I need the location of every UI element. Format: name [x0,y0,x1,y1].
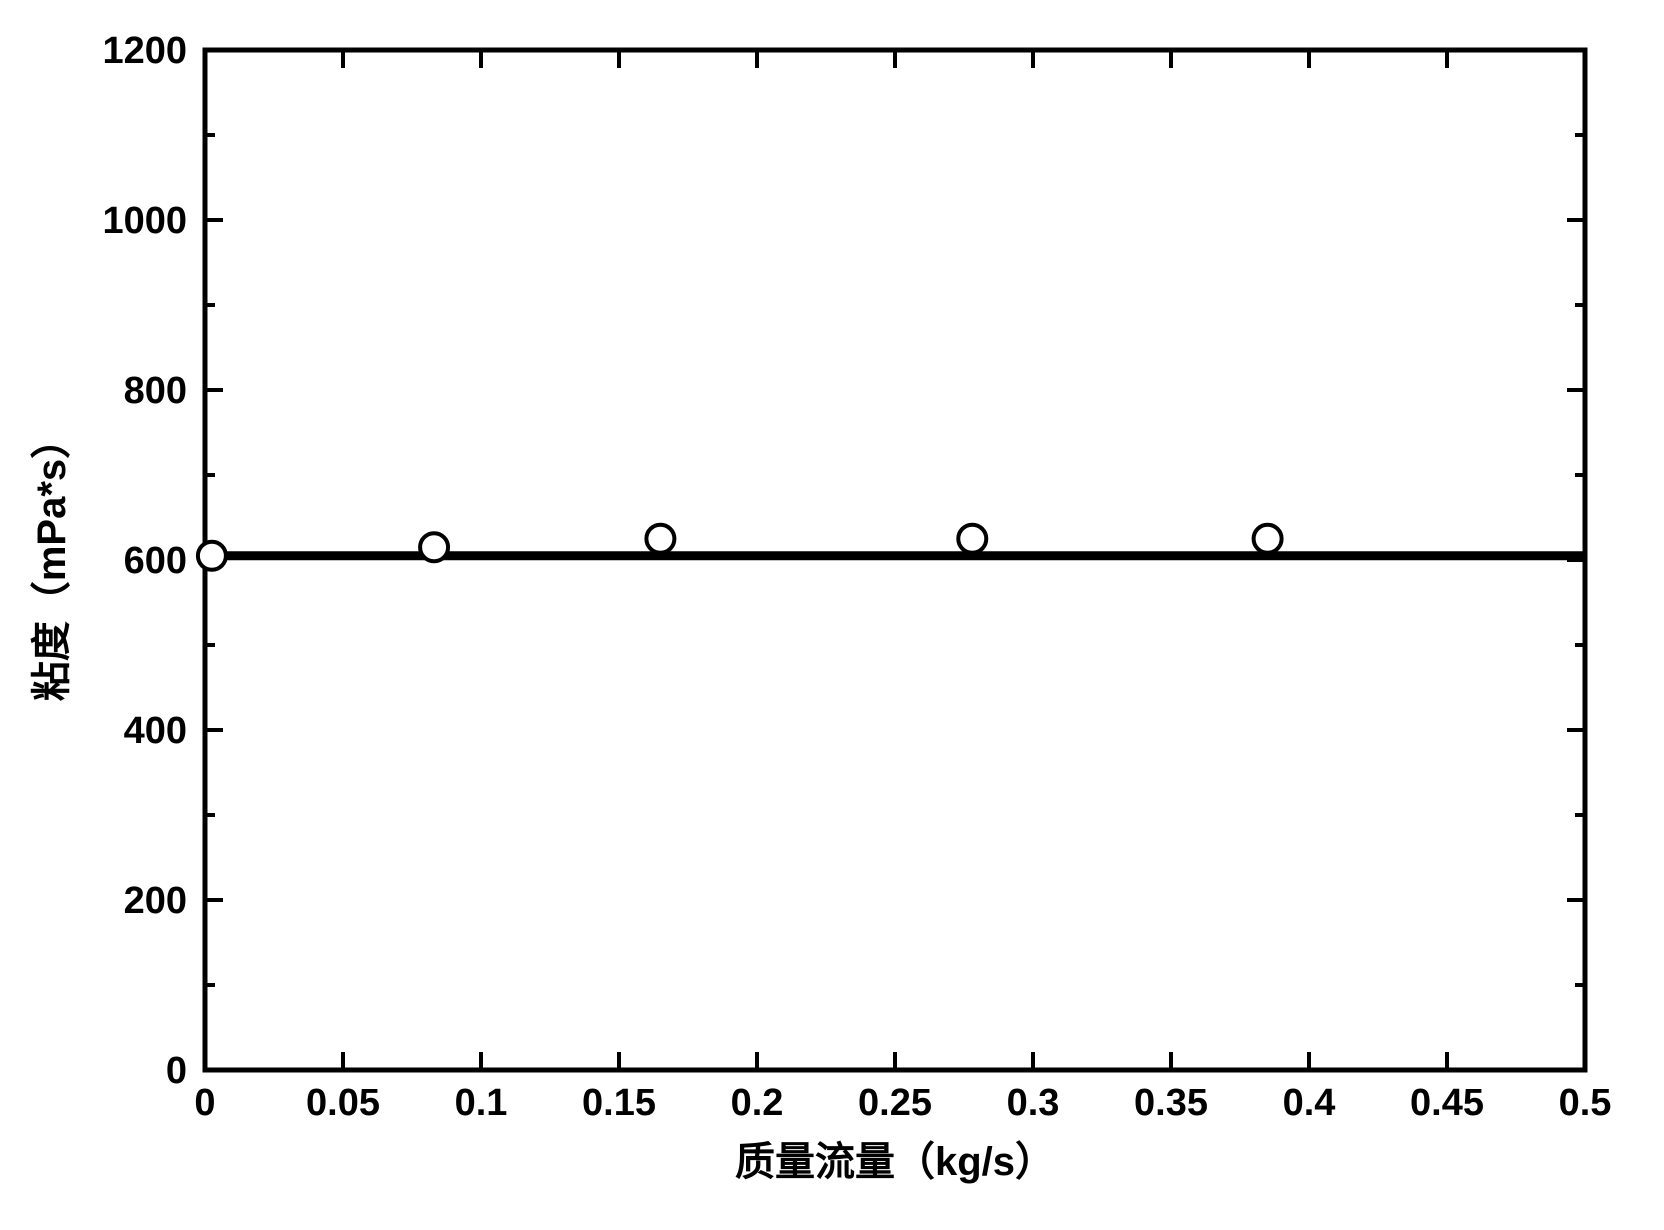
x-axis-label: 质量流量（kg/s） [735,1140,1055,1184]
y-tick-label: 200 [124,880,187,922]
y-tick-label: 400 [124,710,187,752]
x-tick-label: 0.35 [1134,1082,1208,1124]
x-tick-label: 0.3 [1007,1082,1060,1124]
x-tick-label: 0.45 [1410,1082,1484,1124]
x-tick-label: 0.15 [582,1082,656,1124]
chart-svg: 0 0.05 0.1 0.15 0.2 0.25 0.3 0.35 0.4 0.45 0.5 0 200… [30,30,1630,1200]
data-point [646,525,674,553]
x-tick-label: 0.25 [858,1082,932,1124]
y-tick-label: 0 [166,1050,187,1092]
data-point [1254,525,1282,553]
data-point [420,533,448,561]
x-tick-label: 0 [194,1082,215,1124]
data-point [198,542,226,570]
x-tick-label: 0.5 [1559,1082,1612,1124]
y-tick-label: 1200 [102,30,187,72]
x-tick-label: 0.4 [1283,1082,1336,1124]
chart-container: 0 0.05 0.1 0.15 0.2 0.25 0.3 0.35 0.4 0.45 0.5 0 200… [30,30,1630,1200]
y-tick-label: 800 [124,370,187,412]
y-tick-label: 1000 [102,200,187,242]
data-point [958,525,986,553]
x-tick-label: 0.1 [455,1082,508,1124]
y-axis-label: 粘度（mPa*s） [30,419,74,701]
x-tick-label: 0.2 [731,1082,784,1124]
x-tick-label: 0.05 [306,1082,380,1124]
y-tick-label: 600 [124,540,187,582]
